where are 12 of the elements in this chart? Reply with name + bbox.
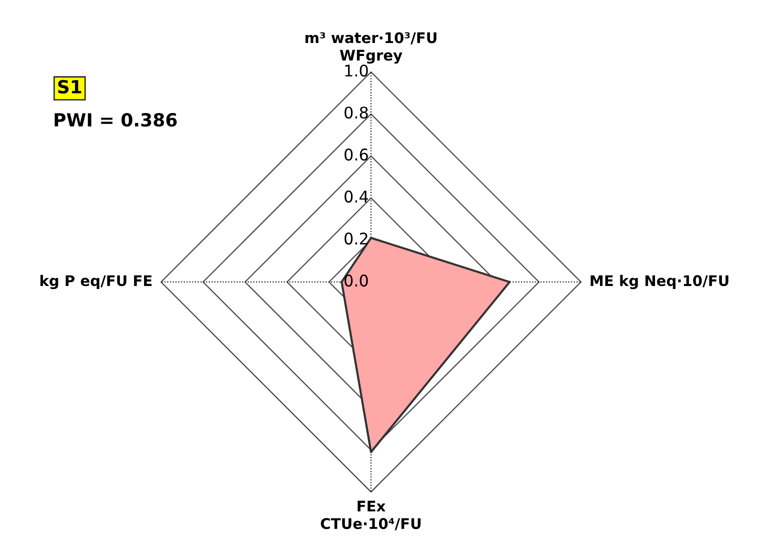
y-tick-label: 0.6 — [344, 148, 368, 161]
y-tick-label: 0.0 — [344, 274, 368, 287]
spoke-label: m³ water·10³/FU WFgrey — [306, 32, 436, 64]
spoke-label: ME kg Neq·10/FU — [590, 274, 728, 290]
spoke-label: FEx CTUe·10⁴/FU — [320, 500, 421, 530]
y-tick-label: 0.8 — [344, 106, 368, 119]
y-tick-label: 0.4 — [344, 190, 368, 203]
y-tick-label: 1.0 — [345, 64, 368, 77]
text: PWI = 0.386 — [54, 113, 177, 127]
text: S1 — [58, 80, 82, 94]
spoke-label: kg P eq/FU FE — [40, 274, 152, 290]
y-tick-label: 0.2 — [344, 232, 368, 245]
